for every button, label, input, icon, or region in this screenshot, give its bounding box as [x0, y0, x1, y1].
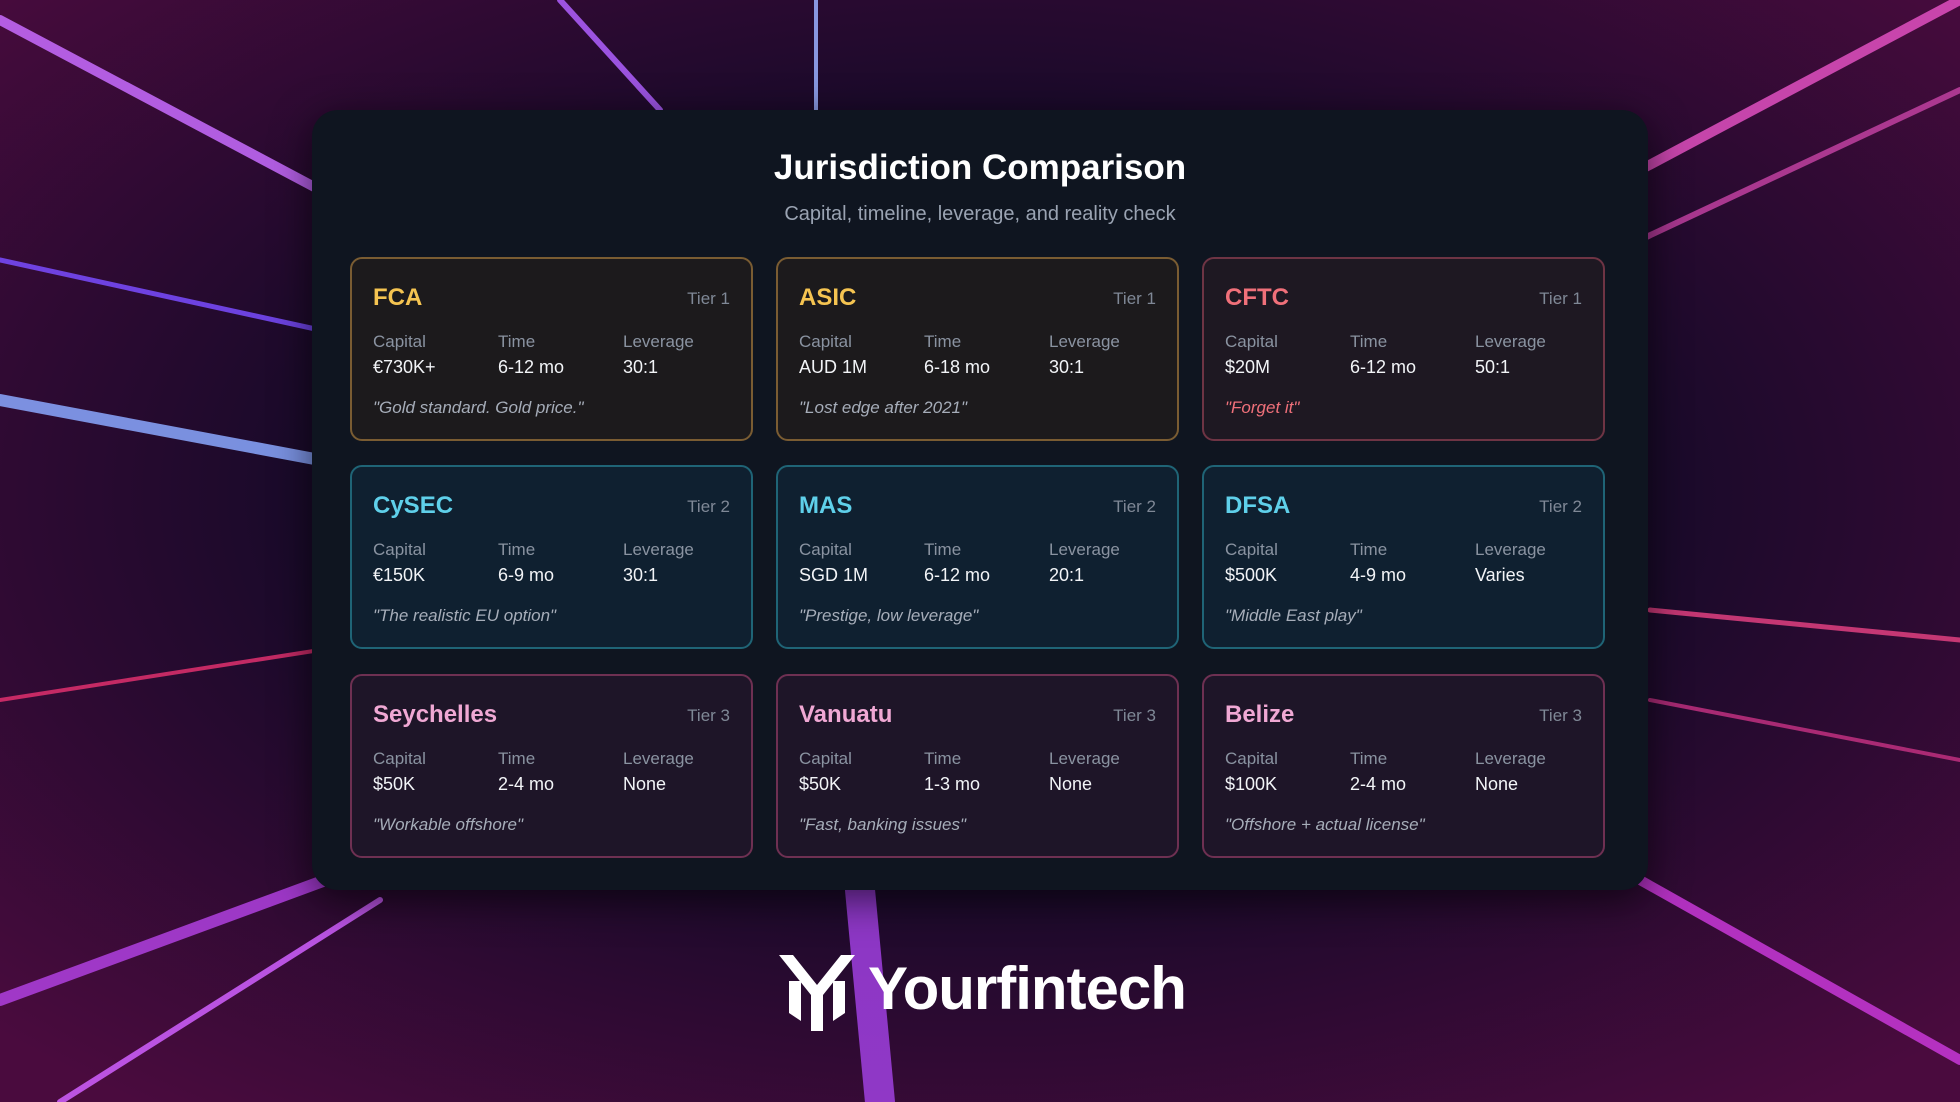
jurisdiction-name: DFSA — [1225, 492, 1291, 519]
field-value: 4-9 mo — [1350, 565, 1407, 585]
field-label: Time — [1350, 749, 1388, 768]
field-label: Leverage — [623, 540, 694, 559]
field-value: €150K — [373, 565, 426, 585]
jurisdiction-card: CySEC Tier 2 Capital €150K Time 6-9 mo Leverag… — [350, 465, 753, 649]
field-label: Capital — [1225, 332, 1278, 351]
brand-logo — [779, 955, 855, 1031]
field-label: Capital — [799, 540, 852, 559]
jurisdiction-card: ASIC Tier 1 Capital AUD 1M Time 6-18 mo Levera… — [776, 257, 1179, 441]
jurisdiction-name: Seychelles — [373, 701, 498, 728]
reality-check-quote: "Fast, banking issues" — [799, 815, 967, 834]
reality-check-quote: "Gold standard. Gold price." — [373, 398, 584, 417]
field-value: 30:1 — [1049, 357, 1085, 377]
field-value: 1-3 mo — [924, 774, 981, 794]
tier-label: Tier 2 — [1539, 497, 1582, 516]
subtitle: Capital, timeline, leverage, and reality… — [784, 203, 1176, 225]
field-value: 6-12 mo — [498, 357, 565, 377]
field-label: Time — [498, 749, 536, 768]
jurisdiction-name: FCA — [373, 284, 423, 311]
jurisdiction-name: MAS — [799, 492, 853, 519]
jurisdiction-card: Seychelles Tier 3 Capital $50K Time 2-4 mo Lev… — [350, 674, 753, 858]
field-value: €730K+ — [373, 357, 436, 377]
tier-label: Tier 1 — [1539, 289, 1582, 308]
field-label: Leverage — [1475, 332, 1546, 351]
field-label: Time — [1350, 332, 1388, 351]
field-value: 2-4 mo — [1350, 774, 1407, 794]
field-label: Leverage — [1049, 332, 1120, 351]
field-label: Capital — [373, 540, 426, 559]
field-value: 2-4 mo — [498, 774, 555, 794]
jurisdiction-name: Vanuatu — [799, 701, 893, 728]
field-label: Capital — [799, 332, 852, 351]
jurisdiction-name: CFTC — [1225, 284, 1289, 311]
jurisdiction-card: FCA Tier 1 Capital €730K+ Time 6-12 mo Leverag… — [350, 257, 753, 441]
field-label: Leverage — [1049, 540, 1120, 559]
field-value: $500K — [1225, 565, 1278, 585]
field-label: Leverage — [1475, 749, 1546, 768]
field-label: Leverage — [623, 332, 694, 351]
field-label: Capital — [1225, 749, 1278, 768]
field-value: $50K — [799, 774, 842, 794]
field-label: Capital — [373, 749, 426, 768]
field-value: SGD 1M — [799, 565, 869, 585]
reality-check-quote: "Offshore + actual license" — [1225, 815, 1425, 834]
field-label: Time — [924, 749, 962, 768]
field-value: 20:1 — [1049, 565, 1085, 585]
field-value: None — [1049, 774, 1093, 794]
field-label: Capital — [799, 749, 852, 768]
field-label: Leverage — [1475, 540, 1546, 559]
field-value: 6-12 mo — [924, 565, 991, 585]
field-label: Capital — [1225, 540, 1278, 559]
title: Jurisdiction Comparison — [773, 148, 1187, 187]
field-label: Leverage — [623, 749, 694, 768]
jurisdiction-name: ASIC — [799, 284, 857, 311]
field-label: Time — [498, 540, 536, 559]
field-value: $50K — [373, 774, 416, 794]
reality-check-quote: "Prestige, low leverage" — [799, 606, 979, 625]
field-value: None — [1475, 774, 1519, 794]
reality-check-quote: "Workable offshore" — [373, 815, 524, 834]
field-value: Varies — [1475, 565, 1525, 585]
jurisdiction-name: Belize — [1225, 701, 1295, 728]
field-label: Time — [498, 332, 536, 351]
jurisdiction-card: DFSA Tier 2 Capital $500K Time 4-9 mo Leverage… — [1202, 465, 1605, 649]
field-label: Time — [924, 332, 962, 351]
jurisdiction-card: Vanuatu Tier 3 Capital $50K Time 1-3 mo Levera… — [776, 674, 1179, 858]
field-value: None — [623, 774, 667, 794]
jurisdiction-card: CFTC Tier 1 Capital $20M Time 6-12 mo Leverage… — [1202, 257, 1605, 441]
reality-check-quote: "Middle East play" — [1225, 606, 1362, 625]
tier-label: Tier 2 — [1113, 497, 1156, 516]
field-value: $20M — [1225, 357, 1271, 377]
tier-label: Tier 3 — [687, 706, 730, 725]
reality-check-quote: "Forget it" — [1225, 398, 1300, 417]
field-value: 30:1 — [623, 565, 659, 585]
field-label: Time — [1350, 540, 1388, 559]
tier-label: Tier 2 — [687, 497, 730, 516]
field-label: Time — [924, 540, 962, 559]
field-label: Leverage — [1049, 749, 1120, 768]
field-value: 6-12 mo — [1350, 357, 1417, 377]
tier-label: Tier 3 — [1113, 706, 1156, 725]
field-label: Capital — [373, 332, 426, 351]
jurisdiction-card: Belize Tier 3 Capital $100K Time 2-4 mo Levera… — [1202, 674, 1605, 858]
field-value: 6-18 mo — [924, 357, 991, 377]
tier-label: Tier 1 — [687, 289, 730, 308]
tier-label: Tier 3 — [1539, 706, 1582, 725]
reality-check-quote: "Lost edge after 2021" — [799, 398, 968, 417]
field-value: $100K — [1225, 774, 1278, 794]
brand-name: Yourfintech — [868, 955, 1187, 1022]
field-value: 6-9 mo — [498, 565, 555, 585]
jurisdiction-name: CySEC — [373, 492, 454, 519]
field-value: 50:1 — [1475, 357, 1511, 377]
field-value: 30:1 — [623, 357, 659, 377]
reality-check-quote: "The realistic EU option" — [373, 606, 557, 625]
field-value: AUD 1M — [799, 357, 868, 377]
tier-label: Tier 1 — [1113, 289, 1156, 308]
jurisdiction-card: MAS Tier 2 Capital SGD 1M Time 6-12 mo Leverag… — [776, 465, 1179, 649]
